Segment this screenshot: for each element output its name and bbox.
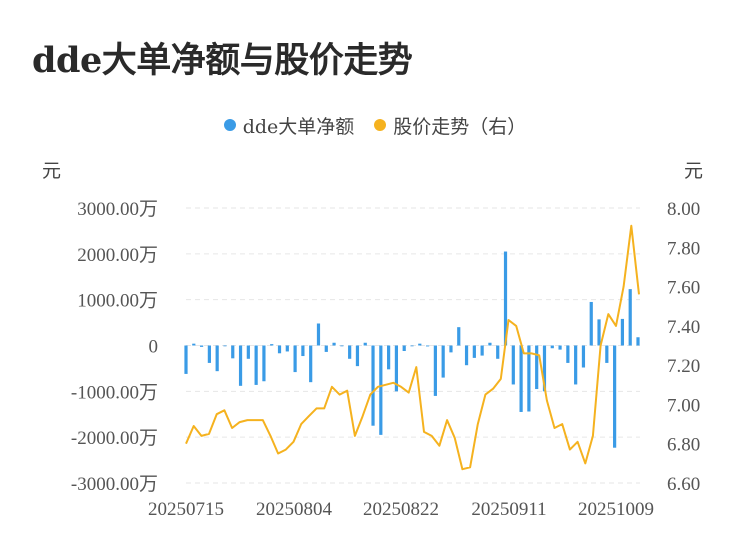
right-axis-unit: 元 [684, 160, 703, 182]
left-axis-unit: 元 [42, 160, 61, 182]
dde-bar[interactable] [324, 345, 328, 352]
dde-bar[interactable] [184, 345, 188, 374]
dde-bar[interactable] [355, 345, 360, 367]
dde-bar[interactable] [199, 345, 204, 347]
dde-bar[interactable] [519, 345, 523, 412]
legend-label-dde: dde大单净额 [242, 115, 355, 138]
dde-bar[interactable] [449, 345, 453, 353]
right-tick-label: 7.60 [667, 278, 700, 299]
legend-item-price[interactable]: 股价走势（右） [374, 112, 526, 139]
dde-bar[interactable] [488, 342, 492, 346]
dde-bar[interactable] [223, 345, 227, 347]
right-tick-label: 6.60 [667, 474, 700, 495]
dde-bar[interactable] [527, 345, 531, 412]
legend-marker-dde [223, 119, 236, 131]
dde-bar[interactable] [496, 345, 500, 359]
dde-bar[interactable] [574, 345, 578, 385]
dde-bar[interactable] [348, 345, 352, 359]
dde-bar[interactable] [285, 345, 289, 352]
dde-bar[interactable] [589, 301, 593, 346]
left-tick-label: 1000.00万 [77, 291, 158, 312]
dde-bar[interactable] [480, 345, 484, 356]
right-tick-label: 7.80 [667, 238, 700, 259]
dde-bar[interactable] [340, 345, 344, 347]
dde-bar[interactable] [246, 345, 250, 359]
dde-bar[interactable] [301, 345, 305, 357]
dde-bar[interactable] [371, 345, 375, 426]
dde-bar[interactable] [597, 319, 601, 346]
dde-bar[interactable] [238, 345, 243, 386]
dde-bar[interactable] [207, 345, 211, 363]
x-tick-label: 20250822 [363, 499, 439, 520]
dde-bar[interactable] [620, 318, 625, 346]
dde-bar[interactable] [441, 345, 445, 378]
left-tick-label: 3000.00万 [77, 199, 158, 220]
dde-bar[interactable] [231, 345, 235, 359]
x-tick-label: 20251009 [578, 499, 654, 520]
right-tick-label: 8.00 [667, 199, 700, 220]
dde-bar[interactable] [425, 345, 430, 347]
right-tick-label: 7.40 [667, 317, 700, 338]
left-tick-label: 2000.00万 [77, 245, 158, 266]
x-tick-label: 20250804 [256, 499, 333, 520]
dde-bar[interactable] [542, 345, 547, 392]
dde-bar[interactable] [270, 344, 274, 346]
x-axis-ticks: 20250715 20250804 20250822 20250911 20251009 [148, 499, 654, 520]
dde-bar[interactable] [581, 345, 586, 368]
right-tick-label: 7.00 [667, 395, 700, 416]
dde-bars [184, 251, 640, 448]
dde-bar[interactable] [332, 342, 336, 346]
left-tick-label: -2000.00万 [71, 428, 158, 449]
dde-bar[interactable] [558, 345, 562, 350]
legend-marker-price [374, 119, 387, 131]
left-tick-label: -1000.00万 [71, 382, 158, 403]
right-tick-label: 7.20 [667, 356, 700, 377]
dde-bar[interactable] [410, 345, 414, 347]
x-tick-label: 20250715 [148, 499, 224, 520]
dde-bar[interactable] [535, 345, 539, 390]
legend-item-dde[interactable]: dde大单净额 [223, 112, 355, 139]
dde-bar[interactable] [254, 345, 258, 385]
dde-bar[interactable] [363, 342, 367, 346]
dde-bar[interactable] [457, 327, 461, 346]
left-tick-label: -3000.00万 [71, 474, 158, 495]
left-tick-label: 0 [149, 337, 159, 358]
dde-bar[interactable] [192, 343, 196, 346]
dde-bar[interactable] [387, 345, 391, 370]
dde-bar[interactable] [402, 345, 406, 352]
dde-bar[interactable] [277, 345, 282, 354]
dde-bar[interactable] [262, 345, 266, 382]
x-tick-label: 20250911 [471, 499, 546, 520]
dde-bar[interactable] [309, 345, 313, 383]
price-line-path[interactable] [185, 224, 640, 471]
dde-bar[interactable] [379, 345, 383, 435]
right-axis-ticks: 8.00 7.80 7.60 7.40 7.20 7.00 6.80 6.60 [667, 199, 700, 495]
dde-bar[interactable] [418, 343, 422, 346]
dde-bar[interactable] [472, 345, 476, 358]
dde-bar[interactable] [464, 345, 469, 366]
chart-legend: dde大单净额 股价走势（右） [0, 112, 750, 138]
left-axis-ticks: 3000.00万 2000.00万 1000.00万 0 -1000.00万 -2000.… [71, 199, 158, 495]
legend-label-price: 股价走势（右） [393, 115, 527, 138]
dde-bar[interactable] [316, 323, 321, 346]
dde-bar[interactable] [511, 345, 515, 385]
dde-bar[interactable] [394, 345, 399, 392]
right-tick-label: 6.80 [667, 435, 700, 456]
dde-bar[interactable] [628, 289, 632, 346]
dde-bar[interactable] [613, 345, 617, 448]
dde-bar[interactable] [605, 345, 609, 363]
dde-bar[interactable] [293, 345, 297, 373]
dde-bar[interactable] [566, 345, 570, 363]
dde-bar[interactable] [433, 345, 437, 396]
dde-bar[interactable] [215, 345, 219, 372]
price-line [185, 224, 640, 471]
dde-bar[interactable] [550, 345, 554, 349]
dde-bar[interactable] [503, 251, 508, 346]
chart-title: dde大单净额与股价走势 [32, 40, 413, 81]
dde-bar[interactable] [636, 337, 640, 346]
